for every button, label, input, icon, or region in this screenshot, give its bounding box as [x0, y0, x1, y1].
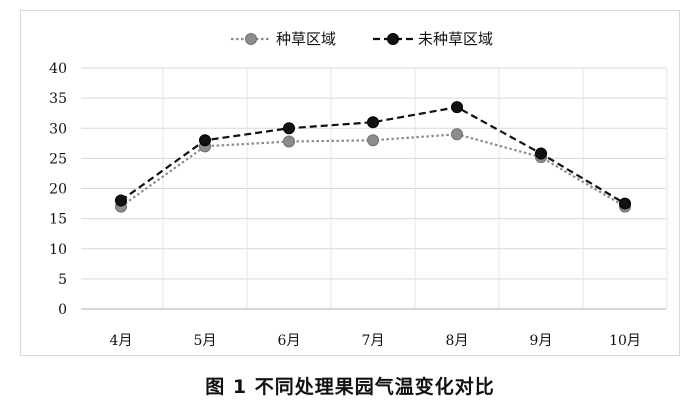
y-tick-label: 30: [49, 121, 67, 137]
data-point-series-0: [451, 128, 463, 141]
data-point-series-0: [367, 134, 379, 147]
figure-caption: 图 1 不同处理果园气温变化对比: [205, 376, 495, 398]
y-tick-label: 5: [58, 272, 67, 288]
y-tick-label: 10: [49, 242, 67, 258]
axes: 0 5 10 15 20 25 30 35 40 4月 5月 6月 7月 8月 9月 10月: [49, 61, 666, 349]
data-point-series-1: [535, 147, 547, 160]
data-point-series-1: [367, 116, 379, 129]
y-tick-label: 40: [49, 61, 67, 77]
series-lines: [115, 101, 631, 213]
x-tick-label: 10月: [609, 333, 641, 349]
y-tick-label: 0: [58, 302, 67, 318]
x-tick-label: 4月: [110, 333, 133, 349]
y-tick-label: 35: [49, 91, 67, 107]
data-point-series-1: [451, 101, 463, 114]
y-tick-label: 15: [49, 212, 67, 228]
legend: 种草区域 未种草区域: [231, 30, 493, 48]
y-tick-label: 20: [49, 182, 67, 198]
data-point-series-1: [283, 122, 295, 135]
chart-frame: 0 5 10 15 20 25 30 35 40 4月 5月 6月 7月 8月 9月 10月 种草区域 未种草区…: [20, 10, 680, 356]
legend-label: 未种草区域: [418, 30, 493, 48]
x-tick-label: 9月: [530, 333, 553, 349]
legend-label: 种草区域: [276, 30, 336, 48]
x-tick-label: 5月: [194, 333, 217, 349]
legend-swatch-marker: [245, 33, 257, 45]
data-point-series-0: [283, 135, 295, 148]
data-point-series-1: [115, 194, 127, 207]
x-tick-label: 8月: [446, 333, 469, 349]
legend-swatch-marker: [387, 33, 399, 45]
x-tick-label: 7月: [362, 333, 385, 349]
data-point-series-1: [619, 197, 631, 210]
x-tick-label: 6月: [278, 333, 301, 349]
grid-lines: [81, 67, 668, 309]
data-point-series-1: [199, 134, 211, 147]
temperature-line-chart: 0 5 10 15 20 25 30 35 40 4月 5月 6月 7月 8月 9月 10月 种草区域 未种草区…: [49, 30, 668, 349]
y-tick-label: 25: [49, 151, 67, 167]
